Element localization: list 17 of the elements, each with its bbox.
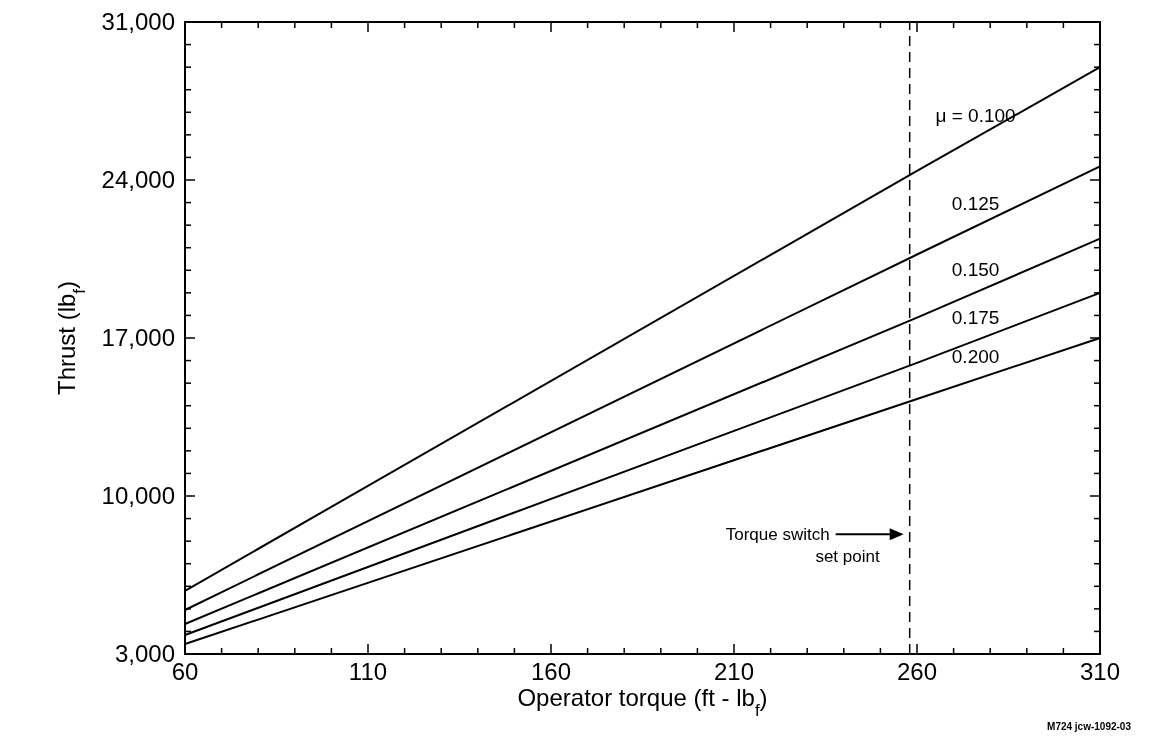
x-tick-label: 160 [530, 658, 572, 685]
series-label: 0.125 [951, 193, 1000, 215]
y-tick-label: 31,000 [101, 8, 175, 36]
ref-line-label: Torque switch set point [725, 525, 880, 567]
x-tick-label: 110 [348, 658, 388, 685]
x-tick-label: 260 [896, 658, 938, 685]
text: M724 jcw-1092-03 [1047, 721, 1132, 732]
y-tick-label: 17,000 [101, 324, 175, 352]
y-tick-label: 10,000 [101, 482, 175, 510]
series-label: 0.175 [951, 307, 1000, 329]
series-label: 0.150 [951, 259, 1000, 281]
x-tick-label: 210 [713, 658, 755, 685]
x-tick-label: 310 [1079, 658, 1121, 685]
x-axis-title: Operator torque (ft - lb$_{f}$) [517, 684, 768, 720]
y-tick-label: 24,000 [101, 166, 175, 194]
series-label: 0.200 [951, 346, 1000, 368]
series-label: μ = 0.100 [935, 104, 1016, 126]
